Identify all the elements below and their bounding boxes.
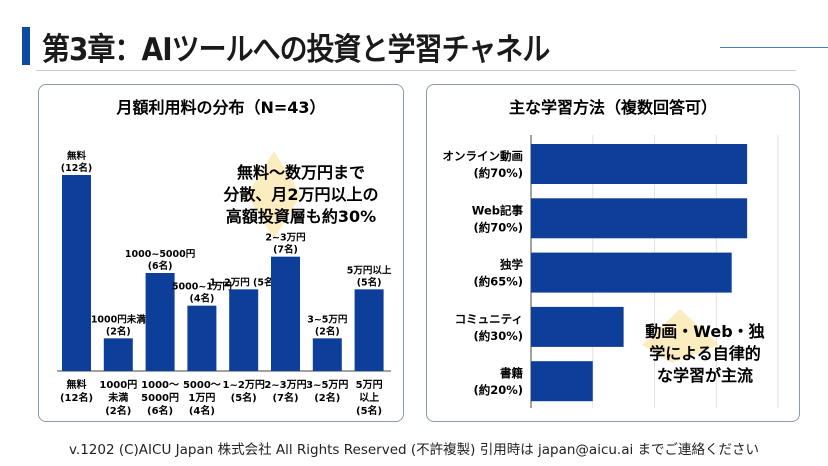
y-tick-label: (約30%) bbox=[473, 329, 523, 343]
bar-5 bbox=[271, 256, 300, 371]
data-label: (5名) bbox=[357, 276, 382, 288]
bar-0 bbox=[531, 144, 748, 184]
highlight-shape bbox=[247, 151, 301, 239]
footer-copyright: v.1202 (C)AICU Japan 株式会社 All Rights Res… bbox=[68, 442, 760, 458]
data-label: 5000~1万円 bbox=[172, 282, 232, 293]
annotation-line: な学習が主流 bbox=[657, 366, 753, 385]
annotation-line: 無料〜数万円まで bbox=[237, 163, 365, 182]
data-label: (12名) bbox=[61, 162, 92, 174]
y-tick-label: (約20%) bbox=[473, 383, 523, 397]
data-label: 3~5万円 bbox=[307, 314, 347, 325]
annotation-line: 動画・Web・独 bbox=[645, 322, 764, 341]
annotation-line: 高額投資層も約30% bbox=[226, 207, 376, 226]
bar-2 bbox=[145, 273, 175, 371]
x-tick-label: 未満 bbox=[107, 391, 128, 404]
y-tick-label: 書籍 bbox=[500, 366, 523, 380]
y-tick-label: (約70%) bbox=[473, 166, 523, 180]
y-tick-label: Web記事 bbox=[472, 203, 524, 217]
decorative-line bbox=[720, 47, 828, 48]
title-accent-bar bbox=[22, 27, 30, 65]
x-tick-label: 2~3万円 bbox=[264, 379, 306, 391]
data-label: 無料 bbox=[67, 150, 87, 162]
data-label: (4名) bbox=[190, 293, 215, 305]
x-tick-label: 5000〜 bbox=[183, 380, 221, 391]
bar-0 bbox=[62, 175, 91, 371]
annotation-line: 分散、月2万円以上の bbox=[223, 185, 378, 204]
bar-3 bbox=[531, 306, 624, 347]
x-tick-label: 1000円 bbox=[99, 379, 137, 391]
x-tick-label: (7名) bbox=[272, 391, 298, 404]
highlight-shape bbox=[642, 309, 719, 363]
x-tick-label: 1万円 bbox=[188, 392, 215, 404]
x-tick-label: 5000円 bbox=[141, 392, 179, 404]
data-label: (6名) bbox=[148, 260, 173, 272]
bar-1 bbox=[103, 338, 133, 371]
slide-title: 第3章：AIツールへの投資と学習チャネル bbox=[42, 32, 550, 68]
data-label: (2名) bbox=[315, 325, 340, 337]
y-tick-label: (約70%) bbox=[473, 220, 523, 234]
title-divider bbox=[36, 70, 796, 71]
x-tick-label: (2名) bbox=[314, 391, 340, 404]
y-tick-label: (約65%) bbox=[473, 275, 523, 289]
annotation-line: 学による自律的 bbox=[649, 344, 761, 363]
bar-4 bbox=[531, 361, 593, 402]
data-label: 1000~5000円 bbox=[125, 249, 195, 260]
x-tick-label: 無料 bbox=[67, 378, 87, 391]
chart-title: 主な学習方法（複数回答可） bbox=[509, 98, 717, 117]
x-tick-label: 5万円 bbox=[356, 379, 383, 391]
data-label: (7名) bbox=[273, 244, 298, 256]
data-label: 1~2万円 (5名) bbox=[210, 276, 278, 288]
bar-7 bbox=[354, 289, 384, 371]
x-tick-label: 3~5万円 bbox=[306, 379, 348, 391]
x-tick-label: 以上 bbox=[359, 391, 379, 404]
data-label: 5万円以上 bbox=[347, 264, 392, 276]
y-tick-label: オンライン動画 bbox=[443, 149, 524, 163]
x-tick-label: 1000〜 bbox=[141, 380, 179, 391]
data-label: (2名) bbox=[106, 325, 131, 337]
bar-2 bbox=[531, 252, 732, 293]
learning-methods-panel: 主な学習方法（複数回答可） オンライン動画 (約70%) Web記事 (約70%) 独学 (… bbox=[426, 84, 800, 422]
x-tick-label: (12名) bbox=[60, 391, 93, 404]
bar-3 bbox=[187, 305, 217, 371]
x-tick-label: (4名) bbox=[189, 404, 215, 417]
x-tick-label: (2名) bbox=[105, 404, 131, 417]
x-tick-label: (6名) bbox=[147, 404, 173, 417]
fee-distribution-chart: 月額利用料の分布（N=43） 無料〜数万円まで分散、月2万円以上の高額投資層も約3… bbox=[57, 98, 392, 417]
data-label: 1000円未満 bbox=[91, 313, 146, 325]
chart-title: 月額利用料の分布（N=43） bbox=[115, 98, 325, 117]
x-tick-label: (5名) bbox=[356, 404, 382, 417]
y-tick-label: 独学 bbox=[500, 258, 523, 272]
bar-4 bbox=[229, 289, 259, 371]
fee-distribution-panel: 月額利用料の分布（N=43） 無料〜数万円まで 分散、月2万円以上の 高額投資層も約3… bbox=[38, 84, 404, 422]
y-tick-label: コミュニティ bbox=[455, 312, 523, 326]
x-tick-label: 1~2万円 bbox=[223, 379, 265, 391]
x-tick-label: (5名) bbox=[231, 391, 257, 404]
data-label: 2~3万円 bbox=[265, 233, 305, 244]
learning-methods-chart: 主な学習方法（複数回答可） オンライン動画 (約70%) Web記事 (約70%) 独学 (… bbox=[443, 98, 779, 408]
bar-1 bbox=[531, 198, 748, 239]
bar-6 bbox=[312, 338, 342, 371]
